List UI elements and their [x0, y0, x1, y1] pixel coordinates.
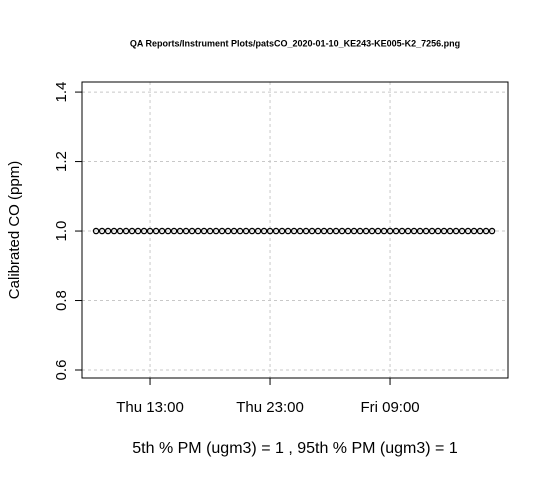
- y-tick-label: 1.4: [53, 82, 70, 103]
- x-tick-label: Thu 23:00: [236, 399, 304, 416]
- point: [242, 227, 250, 235]
- point: [158, 227, 166, 235]
- point: [254, 227, 262, 235]
- point: [344, 227, 352, 235]
- point: [368, 227, 376, 235]
- point: [314, 227, 322, 235]
- point: [140, 227, 148, 235]
- point: [464, 227, 472, 235]
- point: [476, 227, 484, 235]
- point: [320, 227, 328, 235]
- plot-frame: [81, 81, 509, 379]
- point: [410, 227, 418, 235]
- point: [134, 227, 142, 235]
- point: [266, 227, 274, 235]
- y-axis-label: Calibrated CO (ppm): [6, 161, 23, 299]
- point: [398, 227, 406, 235]
- point: [212, 227, 220, 235]
- point: [452, 227, 460, 235]
- point: [272, 227, 280, 235]
- point: [302, 227, 310, 235]
- point: [110, 227, 118, 235]
- point: [446, 227, 454, 235]
- point: [416, 227, 424, 235]
- point: [290, 227, 298, 235]
- point: [296, 227, 304, 235]
- point: [128, 227, 136, 235]
- point: [170, 227, 178, 235]
- y-tick-label: 1.2: [53, 151, 70, 172]
- point: [338, 227, 346, 235]
- point: [470, 227, 478, 235]
- point: [392, 227, 400, 235]
- chart-title: QA Reports/Instrument Plots/patsCO_2020-…: [130, 38, 460, 48]
- point: [200, 227, 208, 235]
- y-tick-label: 1.0: [53, 221, 70, 242]
- point: [326, 227, 334, 235]
- point: [278, 227, 286, 235]
- point: [224, 227, 232, 235]
- point: [374, 227, 382, 235]
- point: [152, 227, 160, 235]
- point: [482, 227, 490, 235]
- point: [206, 227, 214, 235]
- point: [428, 227, 436, 235]
- point: [146, 227, 154, 235]
- point: [356, 227, 364, 235]
- point: [362, 227, 370, 235]
- point: [116, 227, 124, 235]
- point: [176, 227, 184, 235]
- point: [98, 227, 106, 235]
- point: [284, 227, 292, 235]
- x-tick-label: Fri 09:00: [360, 399, 419, 416]
- point: [230, 227, 238, 235]
- point: [332, 227, 340, 235]
- point: [386, 227, 394, 235]
- point: [308, 227, 316, 235]
- point: [458, 227, 466, 235]
- point: [164, 227, 172, 235]
- point: [236, 227, 244, 235]
- point: [404, 227, 412, 235]
- point: [182, 227, 190, 235]
- x-tick-label: Thu 13:00: [116, 399, 184, 416]
- point: [194, 227, 202, 235]
- y-tick-label: 0.8: [53, 290, 70, 311]
- point: [380, 227, 388, 235]
- point: [218, 227, 226, 235]
- point: [488, 227, 496, 235]
- point: [440, 227, 448, 235]
- point: [248, 227, 256, 235]
- point: [434, 227, 442, 235]
- point: [122, 227, 130, 235]
- y-tick-label: 0.6: [53, 360, 70, 381]
- point: [260, 227, 268, 235]
- point: [188, 227, 196, 235]
- point: [92, 227, 100, 235]
- point: [422, 227, 430, 235]
- point: [350, 227, 358, 235]
- x-axis-label: 5th % PM (ugm3) = 1 , 95th % PM (ugm3) =…: [132, 440, 458, 457]
- point: [104, 227, 112, 235]
